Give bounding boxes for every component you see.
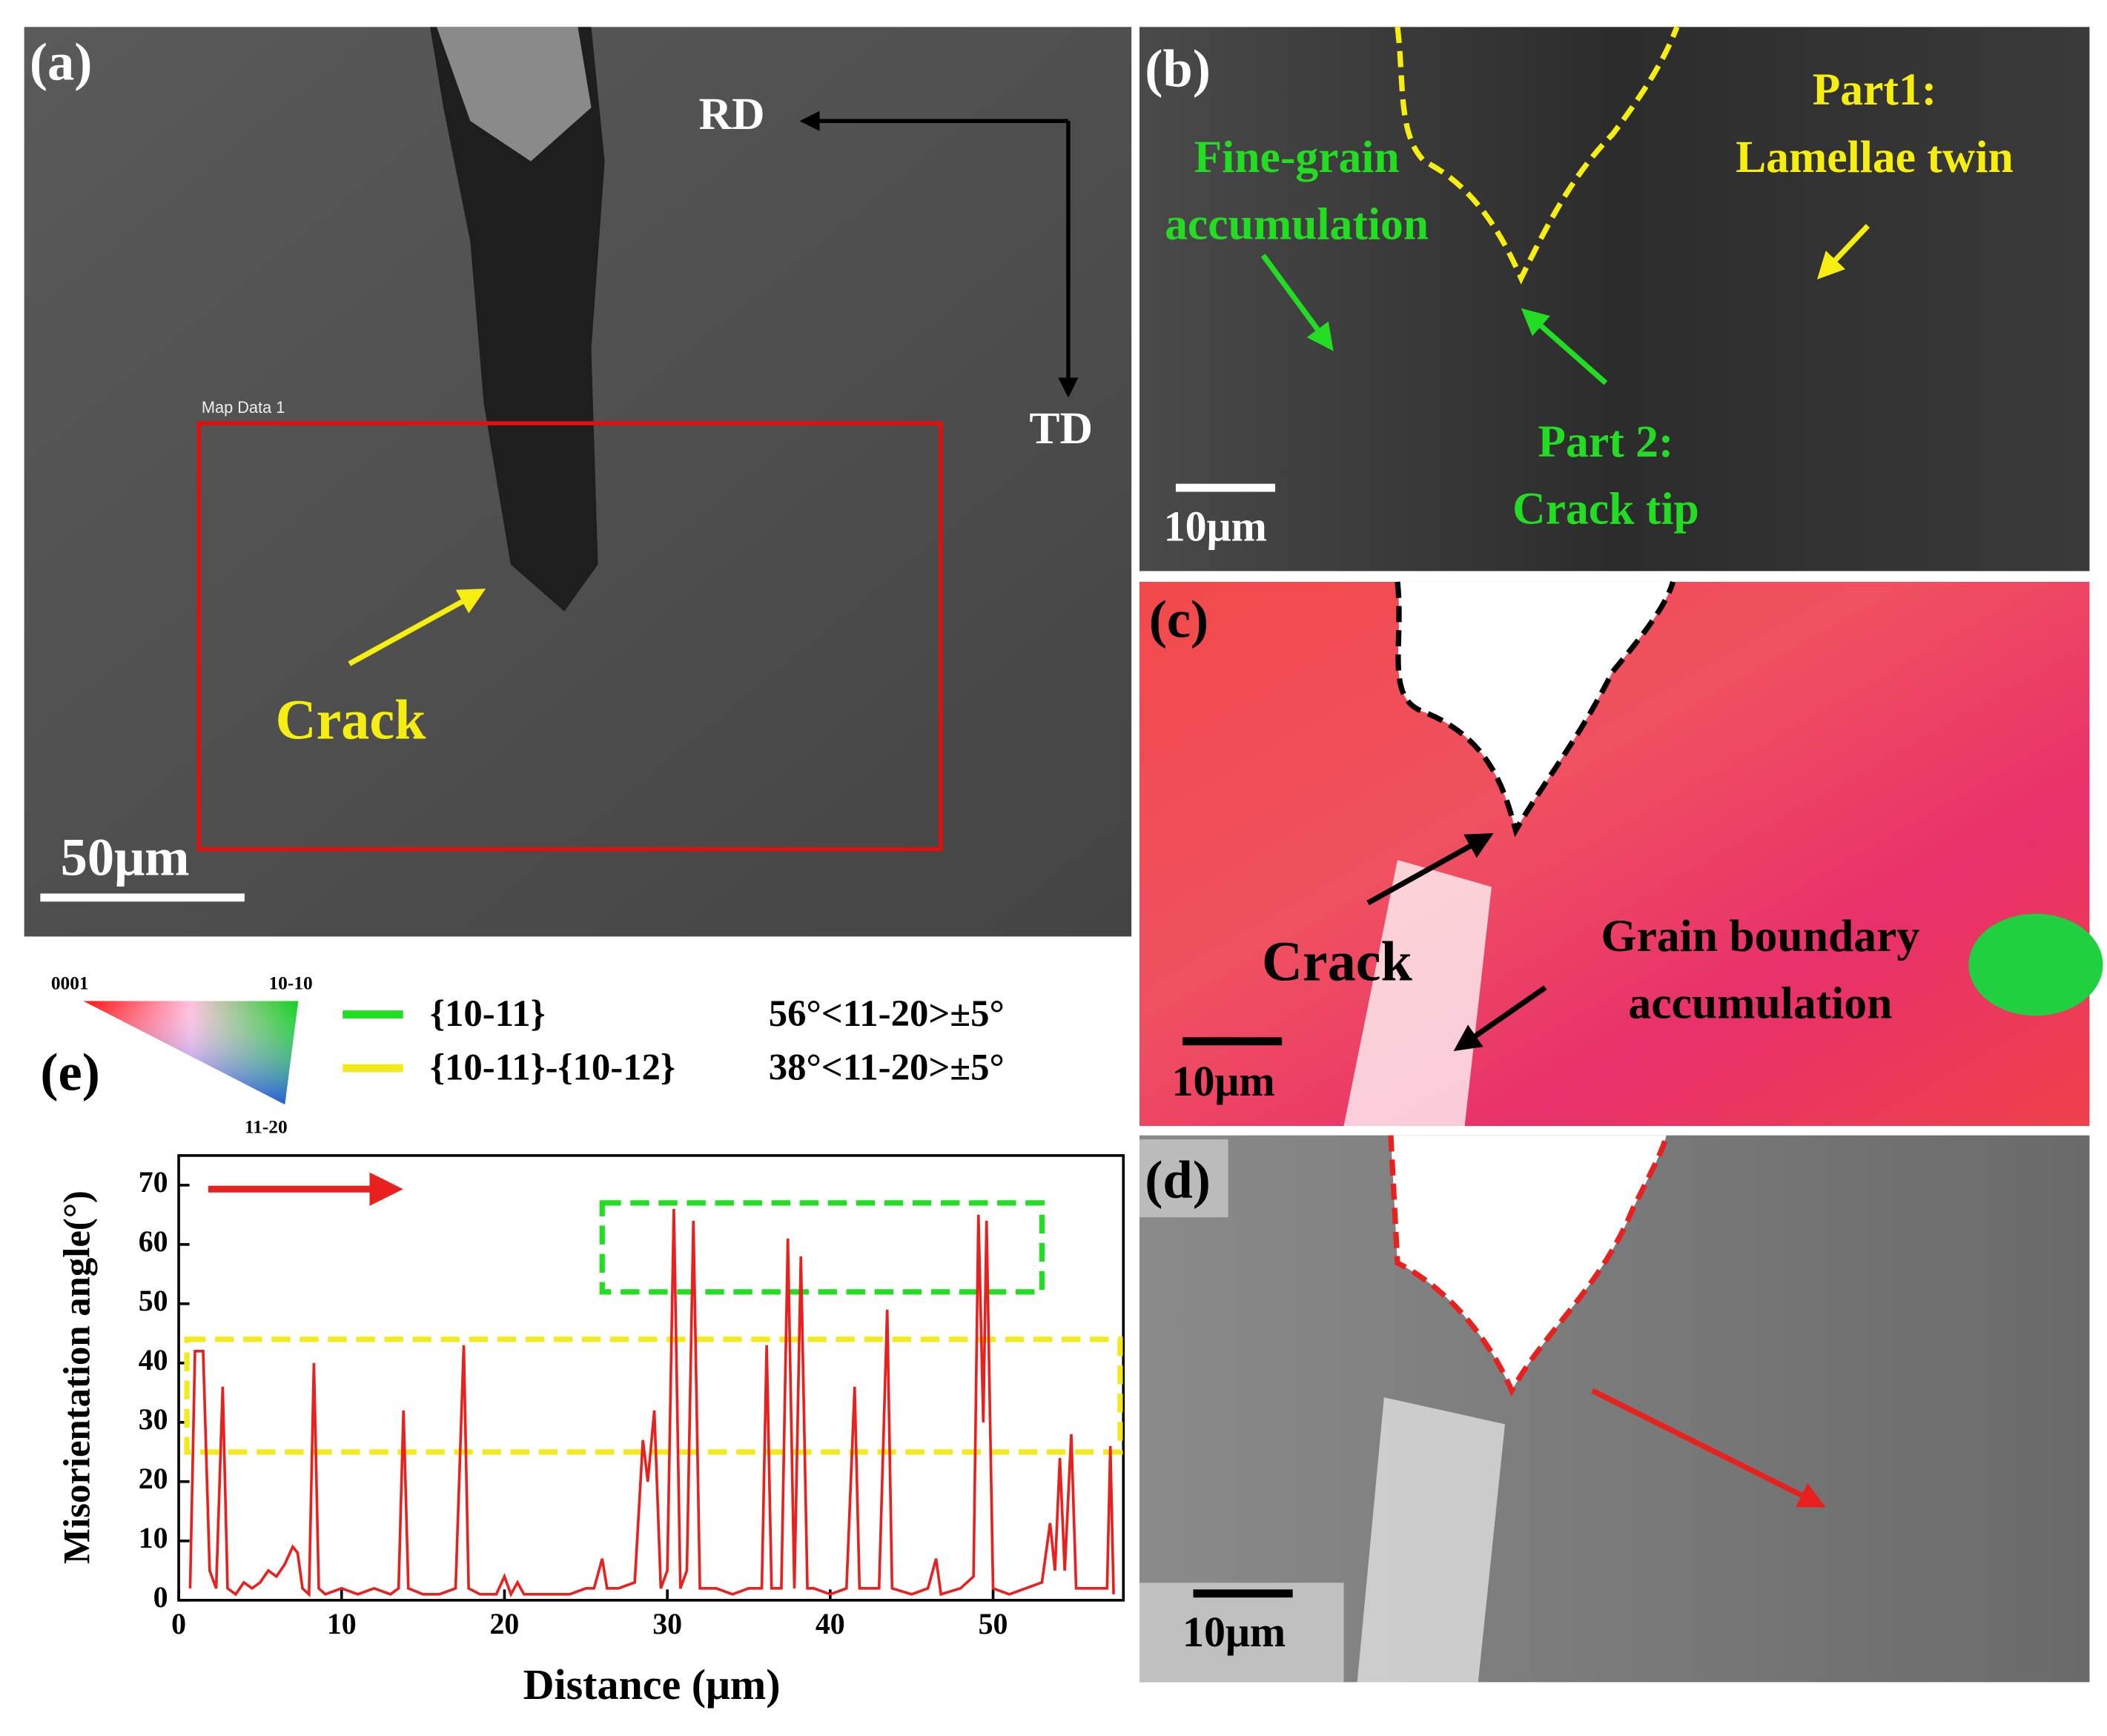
x-tick-label: 10: [327, 1607, 357, 1640]
crack-outline: [1388, 1134, 1670, 1397]
highlight-region: [599, 1200, 1045, 1295]
map-label: Map Data 1: [202, 398, 285, 417]
x-axis-label: Distance (μm): [523, 1660, 781, 1709]
crack-outline: [1395, 580, 1676, 838]
panel-label: (e): [40, 1041, 99, 1101]
white-region: [1343, 860, 1492, 1126]
annotation: Lamellae twin: [1736, 132, 2014, 182]
annotation: Crack tip: [1512, 484, 1699, 534]
y-tick-label: 50: [139, 1284, 168, 1317]
label-box: [1140, 1139, 1228, 1218]
y-tick-label: 10: [139, 1521, 168, 1554]
x-tick-label: 30: [652, 1607, 682, 1640]
x-tick-label: 40: [816, 1607, 845, 1640]
legend-description: 38°<11-20>±5°: [769, 1046, 1005, 1087]
scale-bar: [1182, 1037, 1283, 1046]
y-tick-label: 0: [153, 1580, 168, 1614]
crack-region: [1398, 581, 1673, 831]
ipf-corner: 0001: [51, 973, 89, 994]
map-area: [196, 421, 943, 852]
rd-label: RD: [699, 89, 765, 139]
fine-grain-arrow: [1260, 254, 1334, 351]
panel-label: (c): [1149, 589, 1208, 649]
scale-label: 10μm: [1182, 1608, 1286, 1656]
x-tick-label: 20: [490, 1607, 520, 1640]
legend-label: {10-11}-{10-12}: [430, 1046, 675, 1087]
y-tick-label: 60: [139, 1225, 168, 1258]
crack-label: Crack: [276, 689, 427, 751]
highlight-region: [184, 1336, 1123, 1455]
y-tick-label: 20: [139, 1462, 168, 1495]
annotation: Grain boundary: [1601, 911, 1920, 961]
panel-b: (b) Fine-grain accumulation Part1: Lamel…: [1140, 26, 2090, 572]
crack-arrow: [1366, 832, 1494, 906]
chart-e: (e) Distance (μm) Misorientation angle(°…: [40, 993, 1125, 1709]
panel-label: (d): [1145, 1149, 1211, 1209]
scale-bar: [40, 893, 245, 902]
annotation: accumulation: [1165, 199, 1429, 249]
scale-bar: [1175, 483, 1276, 492]
y-tick-label: 40: [139, 1343, 168, 1376]
white-region: [1357, 1397, 1505, 1683]
x-tick-label: 50: [979, 1607, 1008, 1640]
crack-shape: [430, 27, 605, 612]
crack-region: [1390, 1135, 1667, 1391]
ipf-corner: 10-10: [269, 973, 313, 994]
y-tick-label: 70: [139, 1165, 168, 1199]
annotation: Part1:: [1813, 64, 1937, 115]
line-scan-arrow: [1591, 1388, 1826, 1508]
scale-label: 10μm: [1164, 502, 1267, 550]
x-tick-label: 0: [171, 1607, 186, 1640]
annotation: Crack: [1262, 931, 1413, 993]
panel-label: (b): [1145, 38, 1211, 98]
panel-label: (a): [30, 31, 93, 91]
scale-label: 10μm: [1172, 1057, 1275, 1105]
boundary-arrow: [1453, 985, 1547, 1052]
crack-arrow: [348, 589, 486, 666]
crack-outline: [1395, 26, 1680, 285]
panel-c: (c) Crack Grain boundary accumulation 10…: [1140, 580, 2103, 1126]
annotation: accumulation: [1628, 978, 1892, 1029]
data-line: [188, 1208, 1115, 1598]
panel-d: (d) 10μm: [1140, 1134, 2090, 1683]
y-axis-label: Misorientation angle(°): [56, 1190, 97, 1564]
scale-bar: [1193, 1589, 1293, 1598]
green-grain: [1968, 913, 2103, 1016]
twin-arrow: [1816, 224, 1870, 279]
legend-label: {10-11}: [430, 993, 546, 1034]
ipf-corner: 11-20: [245, 1116, 288, 1137]
crack-edge: [437, 27, 592, 162]
annotation: Fine-grain: [1194, 132, 1399, 182]
ipf-triangle-shade: [83, 1001, 299, 1104]
panel-a: Map Data 1 (a) RD TD Crack 50μm: [24, 27, 1132, 937]
plot-frame: [177, 1154, 1125, 1602]
annotation: Part 2:: [1538, 417, 1673, 467]
scale-label: 50μm: [61, 826, 190, 887]
scale-box: [1140, 1583, 1344, 1683]
crack-tip-arrow: [1521, 308, 1608, 385]
legend-description: 56°<11-20>±5°: [769, 993, 1005, 1034]
ipf-key: 0001 10-10 11-20: [51, 973, 313, 1138]
td-label: TD: [1029, 403, 1093, 454]
y-tick-label: 30: [139, 1402, 168, 1436]
